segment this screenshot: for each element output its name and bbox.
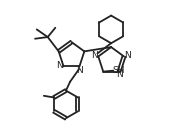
Text: N: N: [92, 51, 98, 60]
Text: N: N: [56, 61, 63, 70]
Text: SH: SH: [113, 66, 125, 75]
Text: N: N: [124, 51, 131, 60]
Text: N: N: [76, 66, 83, 75]
Text: N: N: [116, 70, 123, 79]
